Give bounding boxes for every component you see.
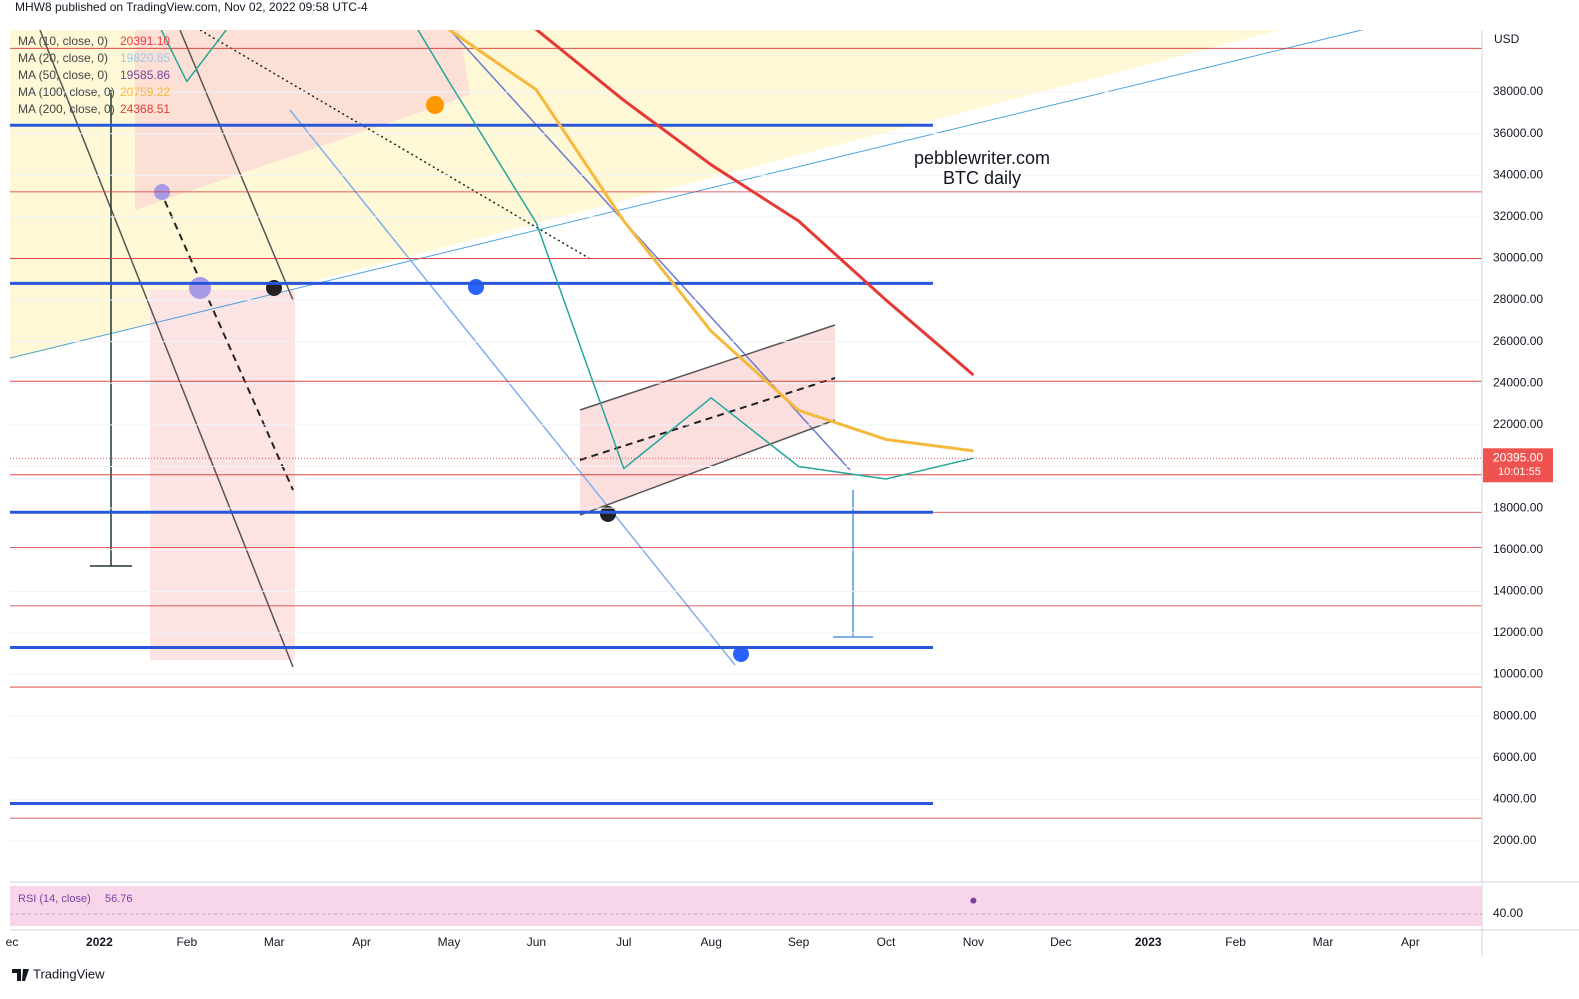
legend-value: 19820.85 <box>120 51 170 65</box>
x-tick-label: Apr <box>352 935 371 949</box>
y-tick-label: 8000.00 <box>1493 708 1537 722</box>
drawings <box>10 30 1364 668</box>
watermark: pebblewriter.com <box>914 148 1050 168</box>
y-tick-label: 34000.00 <box>1493 167 1543 181</box>
rsi-band <box>10 886 1482 926</box>
marker <box>426 96 444 114</box>
y-tick-label: 26000.00 <box>1493 334 1543 348</box>
watermark: BTC daily <box>943 168 1021 188</box>
y-tick-label: 12000.00 <box>1493 625 1543 639</box>
y-tick-label: 10000.00 <box>1493 667 1543 681</box>
x-tick-label: Feb <box>176 935 197 949</box>
y-tick-label: 18000.00 <box>1493 500 1543 514</box>
price-tag-label: 20395.00 <box>1493 450 1543 464</box>
y-tick-label: 14000.00 <box>1493 584 1543 598</box>
y-tick-label: 38000.00 <box>1493 84 1543 98</box>
x-tick-label: Jun <box>527 935 546 949</box>
footer: TradingView <box>33 966 105 981</box>
x-tick-label: May <box>438 935 461 949</box>
legend-label: MA (200, close, 0) <box>18 102 115 116</box>
unit: USD <box>1494 32 1520 46</box>
rsi-label: RSI (14, close) <box>18 893 91 905</box>
x-tick-label: ec <box>6 935 19 949</box>
x-tick-label: Aug <box>701 935 722 949</box>
marker <box>600 506 616 522</box>
legend-label: MA (100, close, 0) <box>18 85 115 99</box>
x-tick-label: Apr <box>1401 935 1420 949</box>
x-tick-label: Mar <box>1313 935 1334 949</box>
rsi-value: 56.76 <box>105 893 133 905</box>
trend-line <box>159 189 294 491</box>
legend-value: 20391.10 <box>120 34 170 48</box>
legend-value: 19585.86 <box>120 68 170 82</box>
y-tick-label: 30000.00 <box>1493 251 1543 265</box>
y-tick-label: 32000.00 <box>1493 209 1543 223</box>
trend-line <box>199 30 593 261</box>
y-tick-label: 24000.00 <box>1493 375 1543 389</box>
channel-line <box>579 419 836 516</box>
trend-line <box>39 30 294 668</box>
x-tick-label: 2022 <box>86 935 113 949</box>
countdown: 10:01:55 <box>1498 466 1541 478</box>
marker <box>733 646 749 662</box>
y-tick-label: 22000.00 <box>1493 417 1543 431</box>
x-tick-label: Mar <box>264 935 285 949</box>
logo <box>12 969 29 981</box>
price-tag <box>1483 448 1553 483</box>
trend-line <box>179 30 294 301</box>
legend-label: MA (10, close, 0) <box>18 34 108 48</box>
marks <box>10 30 1482 842</box>
trend-line <box>10 30 1364 359</box>
legend-value: 20759.22 <box>120 85 170 99</box>
rsi-point <box>970 897 977 904</box>
x-tick-label: Jul <box>616 935 631 949</box>
x-tick-label: 2023 <box>1135 935 1162 949</box>
header: MHW8 published on TradingView.com, Nov 0… <box>15 0 368 14</box>
y-tick-label: 16000.00 <box>1493 542 1543 556</box>
x-tick-label: Nov <box>963 935 984 949</box>
x-tick-label: Oct <box>877 935 896 949</box>
x-tick-label: Sep <box>788 935 810 949</box>
series-line <box>534 30 975 377</box>
legend-label: MA (20, close, 0) <box>18 51 108 65</box>
series-line <box>448 30 974 453</box>
legend-value: 24368.51 <box>120 102 170 116</box>
y-tick-label: 6000.00 <box>1493 750 1537 764</box>
trend-line <box>289 109 736 666</box>
channel-line <box>579 377 836 461</box>
marker <box>189 277 211 299</box>
y-tick-label: 4000.00 <box>1493 792 1537 806</box>
x-tick-label: Feb <box>1225 935 1246 949</box>
y-tick-label: 2000.00 <box>1493 833 1537 847</box>
channel-line <box>579 324 836 411</box>
marker <box>468 279 484 295</box>
y-tick-label: 36000.00 <box>1493 126 1543 140</box>
pink-zone <box>135 30 470 210</box>
legend-label: MA (50, close, 0) <box>18 68 108 82</box>
y-tick-label: 28000.00 <box>1493 292 1543 306</box>
rsi-tick-label: 40.00 <box>1493 906 1523 920</box>
series-line <box>160 30 974 480</box>
x-tick-label: Dec <box>1050 935 1071 949</box>
